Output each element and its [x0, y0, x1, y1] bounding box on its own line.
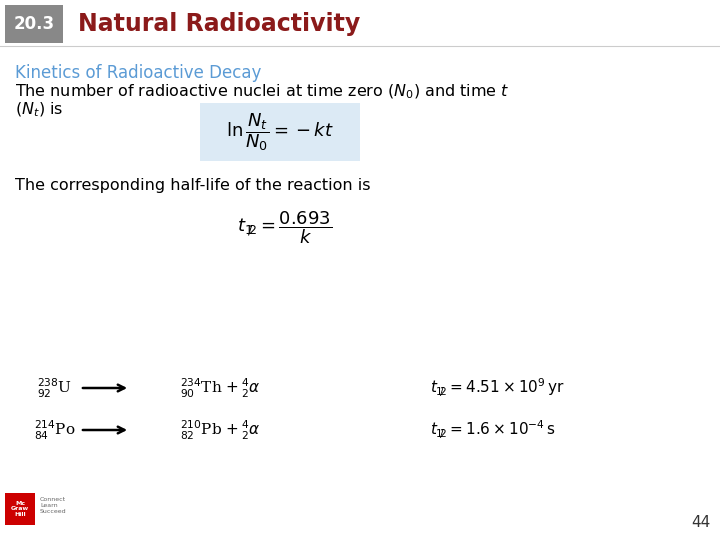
- Text: $t_{1\!\!/\!\!2} = \dfrac{0.693}{k}$: $t_{1\!\!/\!\!2} = \dfrac{0.693}{k}$: [238, 210, 333, 246]
- FancyBboxPatch shape: [200, 103, 360, 161]
- Text: 20.3: 20.3: [14, 15, 55, 33]
- Text: $^{210}_{82}$Pb $+\,^{4}_{2}\alpha$: $^{210}_{82}$Pb $+\,^{4}_{2}\alpha$: [180, 418, 260, 442]
- Text: $\ln \dfrac{N_t}{N_0} = -kt$: $\ln \dfrac{N_t}{N_0} = -kt$: [226, 111, 334, 153]
- Text: The number of radioactive nuclei at time zero ($N_0$) and time $t$: The number of radioactive nuclei at time…: [15, 83, 510, 102]
- Text: $^{234}_{90}$Th $+\,^{4}_{2}\alpha$: $^{234}_{90}$Th $+\,^{4}_{2}\alpha$: [180, 376, 260, 400]
- Text: ($N_t$) is: ($N_t$) is: [15, 101, 63, 119]
- Text: Mc
Graw
Hill: Mc Graw Hill: [11, 501, 29, 517]
- Text: Kinetics of Radioactive Decay: Kinetics of Radioactive Decay: [15, 64, 261, 82]
- Text: $t_{1\!\!/\!\!2} = 4.51 \times 10^9\,\mathrm{yr}$: $t_{1\!\!/\!\!2} = 4.51 \times 10^9\,\ma…: [430, 377, 564, 400]
- Text: The corresponding half-life of the reaction is: The corresponding half-life of the react…: [15, 178, 371, 193]
- Text: Natural Radioactivity: Natural Radioactivity: [78, 12, 360, 36]
- Text: $t_{1\!\!/\!\!2} = 1.6 \times 10^{-4}\,\mathrm{s}$: $t_{1\!\!/\!\!2} = 1.6 \times 10^{-4}\,\…: [430, 418, 556, 441]
- Text: Connect
Learn
Succeed: Connect Learn Succeed: [40, 497, 67, 515]
- FancyBboxPatch shape: [5, 5, 63, 43]
- Text: 44: 44: [690, 515, 710, 530]
- Text: $^{214}_{84}$Po: $^{214}_{84}$Po: [34, 418, 76, 442]
- FancyBboxPatch shape: [5, 493, 35, 525]
- Text: $^{238}_{92}$U: $^{238}_{92}$U: [37, 376, 73, 400]
